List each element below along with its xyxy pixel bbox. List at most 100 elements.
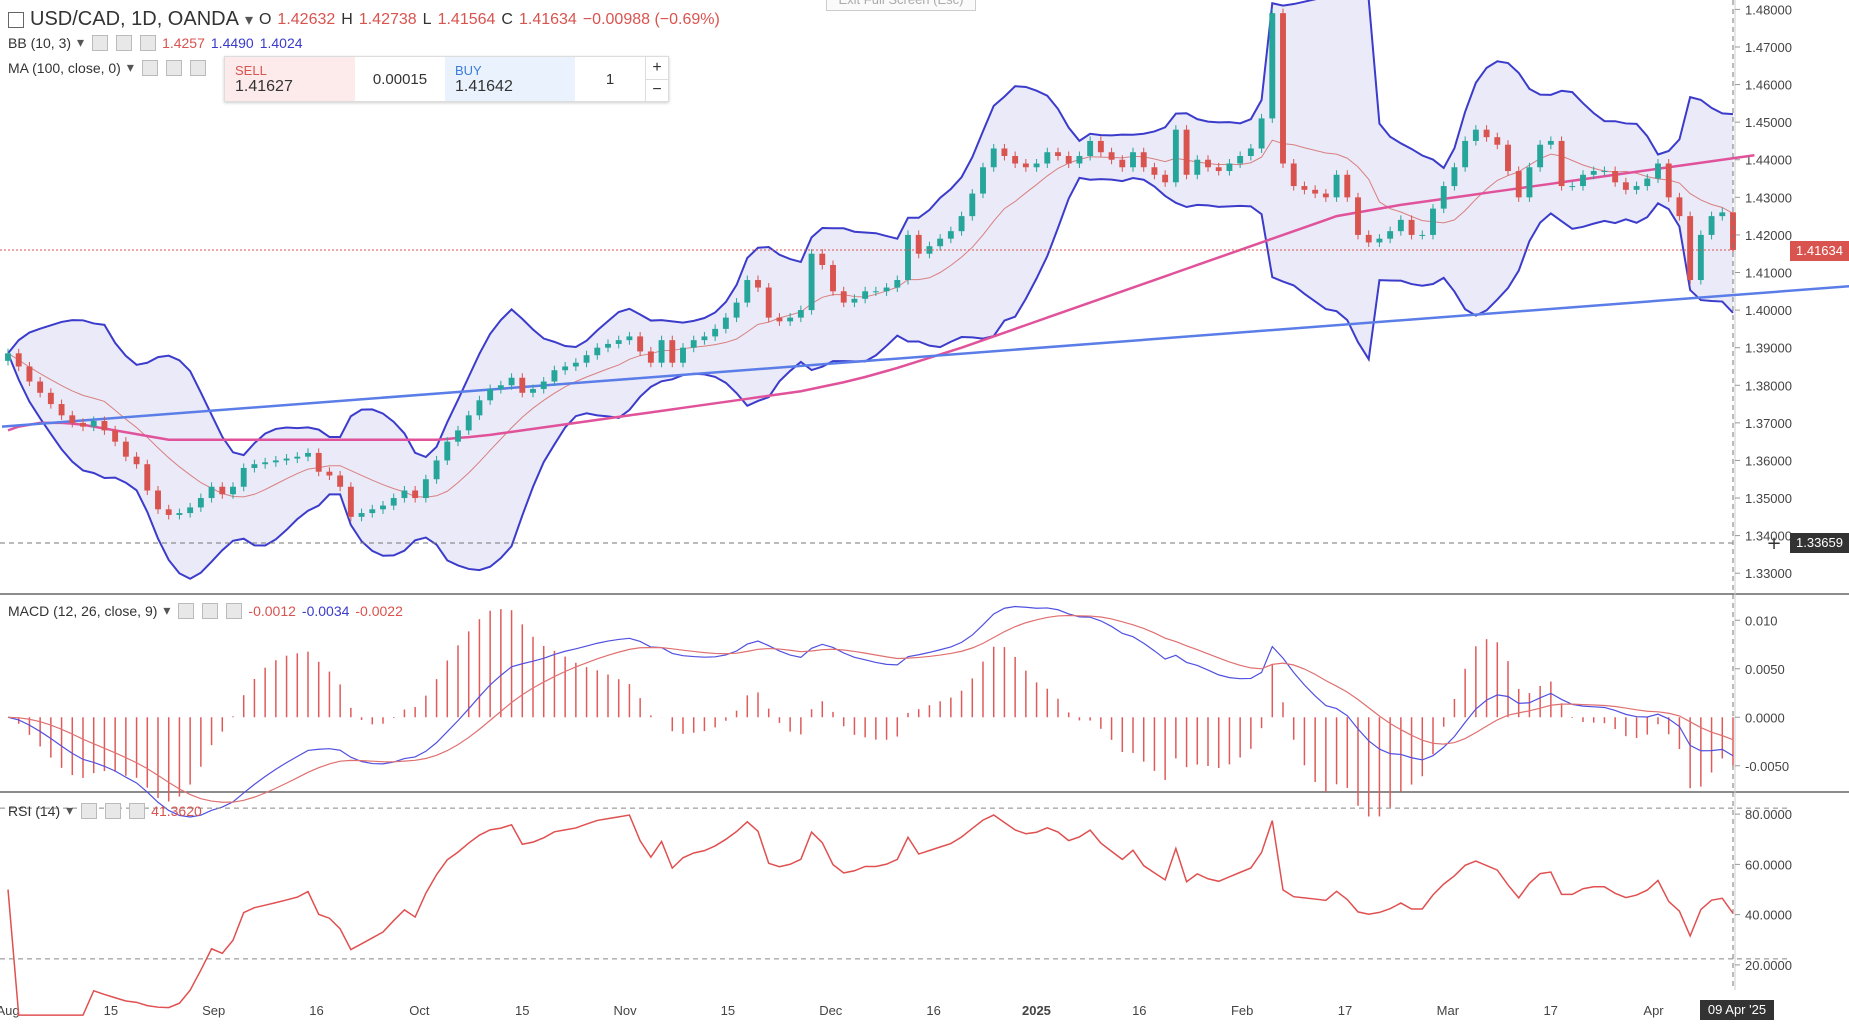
candle-body [26,366,33,382]
candle-body [1730,212,1736,250]
bb-label[interactable]: BB (10, 3) [8,34,72,51]
candle-body [508,377,515,386]
chevron-down-icon[interactable]: ▾ [126,59,134,75]
bb-lower-line [7,176,1734,580]
candle-body [765,287,772,318]
ohlc-high: 1.42738 [358,10,417,28]
quantity-minus-button[interactable]: − [646,78,668,102]
ohlc-open: 1.42632 [277,10,336,28]
candle-body [690,340,697,348]
candle-body [1590,171,1597,175]
candle-body [165,509,172,515]
candle-body [412,490,419,499]
x-tick-label: 17 [1338,1003,1352,1018]
price-tick-label: 1.41000 [1745,266,1792,281]
symbol-title[interactable]: USD/CAD, 1D, OANDA [30,8,239,30]
chevron-down-icon[interactable]: ▾ [244,11,253,29]
candle-body [1001,148,1008,156]
bb-legend: BB (10, 3) ▾ 1.4257 1.4490 1.4024 [8,34,303,51]
candle-body [1055,152,1061,156]
candle-body [262,462,269,465]
candle-body [990,148,997,168]
candle-body [1097,140,1104,153]
candle-body [58,404,65,416]
candle-body [444,441,451,461]
close-icon[interactable] [226,602,243,619]
x-tick-label: 2025 [1022,1003,1051,1018]
candle-body [915,234,922,254]
candle-body [562,366,569,371]
price-tick-label: 1.40000 [1745,303,1792,318]
macd-line-value: -0.0034 [301,602,350,619]
buy-button[interactable]: BUY 1.41642 [445,57,575,101]
candle-body [1430,208,1436,235]
ohlc-c-label: C [501,10,513,28]
candle-body [197,498,204,508]
candle-body [980,167,986,194]
chevron-down-icon[interactable]: ▾ [163,602,171,618]
price-axis-area [1735,0,1849,1025]
x-tick-label: 16 [1132,1003,1146,1018]
gear-icon[interactable] [116,34,133,51]
candle-body [583,355,590,363]
gear-icon[interactable] [165,59,182,76]
candle-body [1258,118,1265,149]
exit-fullscreen-button[interactable]: Exit Full Screen (Esc) [826,0,976,11]
candle-body [219,486,226,495]
candle-body [572,362,579,367]
candle-body [830,264,836,292]
candle-body [1580,174,1586,187]
chevron-down-icon[interactable]: ▾ [77,34,85,50]
candle-body [433,460,440,480]
price-tick-label: 1.37000 [1745,416,1792,431]
x-tick-label: Oct [409,1003,430,1018]
candle-body [326,471,333,476]
candle-body [80,422,86,427]
eye-icon[interactable] [81,802,98,819]
close-icon[interactable] [140,34,157,51]
candle-body [797,310,804,318]
candle-body [5,353,11,361]
candle-body [15,353,22,367]
rsi-tick-label: 20.0000 [1745,958,1792,973]
eye-icon[interactable] [92,34,109,51]
ma-label[interactable]: MA (100, close, 0) [8,59,121,76]
candle-body [251,464,258,468]
price-tick-label: 1.38000 [1745,378,1792,393]
chevron-down-icon[interactable]: ▾ [66,802,74,818]
eye-icon[interactable] [141,59,158,76]
candle-body [1065,155,1072,164]
candle-body [1290,163,1297,187]
bb-upper-value: 1.4490 [210,34,254,51]
trade-panel: SELL 1.41627 0.00015 BUY 1.41642 1 + − [224,56,669,102]
candle-body [455,430,461,442]
quantity-plus-button[interactable]: + [652,58,662,76]
close-icon[interactable] [129,802,146,819]
gear-icon[interactable] [202,602,219,619]
candle-body [637,336,644,352]
candle-body [1247,148,1254,156]
quantity-field[interactable]: 1 [605,70,615,88]
candle-body [1612,171,1619,183]
candle-body [744,280,751,303]
candle-body [1344,174,1351,198]
candle-body [1537,144,1544,168]
candle-body [733,302,740,318]
candle-body [1451,167,1458,187]
macd-label[interactable]: MACD (12, 26, close, 9) [8,602,158,619]
price-tick-label: 1.34000 [1745,529,1792,544]
candle-body [1633,186,1640,190]
eye-icon[interactable] [178,602,195,619]
rsi-label[interactable]: RSI (14) [8,802,61,819]
candle-body [883,287,890,292]
candle-body [1376,238,1383,243]
close-icon[interactable] [189,59,206,76]
price-tick-label: 1.42000 [1745,228,1792,243]
candle-body [615,340,622,344]
gear-icon[interactable] [105,802,122,819]
sell-button[interactable]: SELL 1.41627 [225,57,355,101]
candle-body [133,456,140,465]
candle-body [1687,216,1694,281]
menu-icon[interactable] [8,11,24,28]
